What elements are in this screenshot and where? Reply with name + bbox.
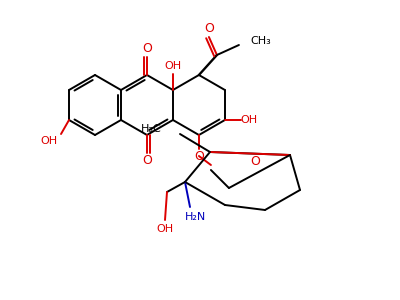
Text: CH₃: CH₃ [250, 36, 271, 46]
Text: O: O [250, 155, 260, 168]
Text: O: O [142, 43, 152, 56]
Text: O: O [194, 149, 204, 163]
Text: OH: OH [156, 224, 174, 234]
Text: OH: OH [164, 61, 182, 71]
Text: OH: OH [40, 136, 58, 146]
Text: H₂N: H₂N [184, 212, 206, 222]
Text: H₃C: H₃C [141, 124, 162, 134]
Text: O: O [142, 154, 152, 167]
Text: O: O [204, 22, 214, 35]
Text: OH: OH [240, 115, 258, 125]
